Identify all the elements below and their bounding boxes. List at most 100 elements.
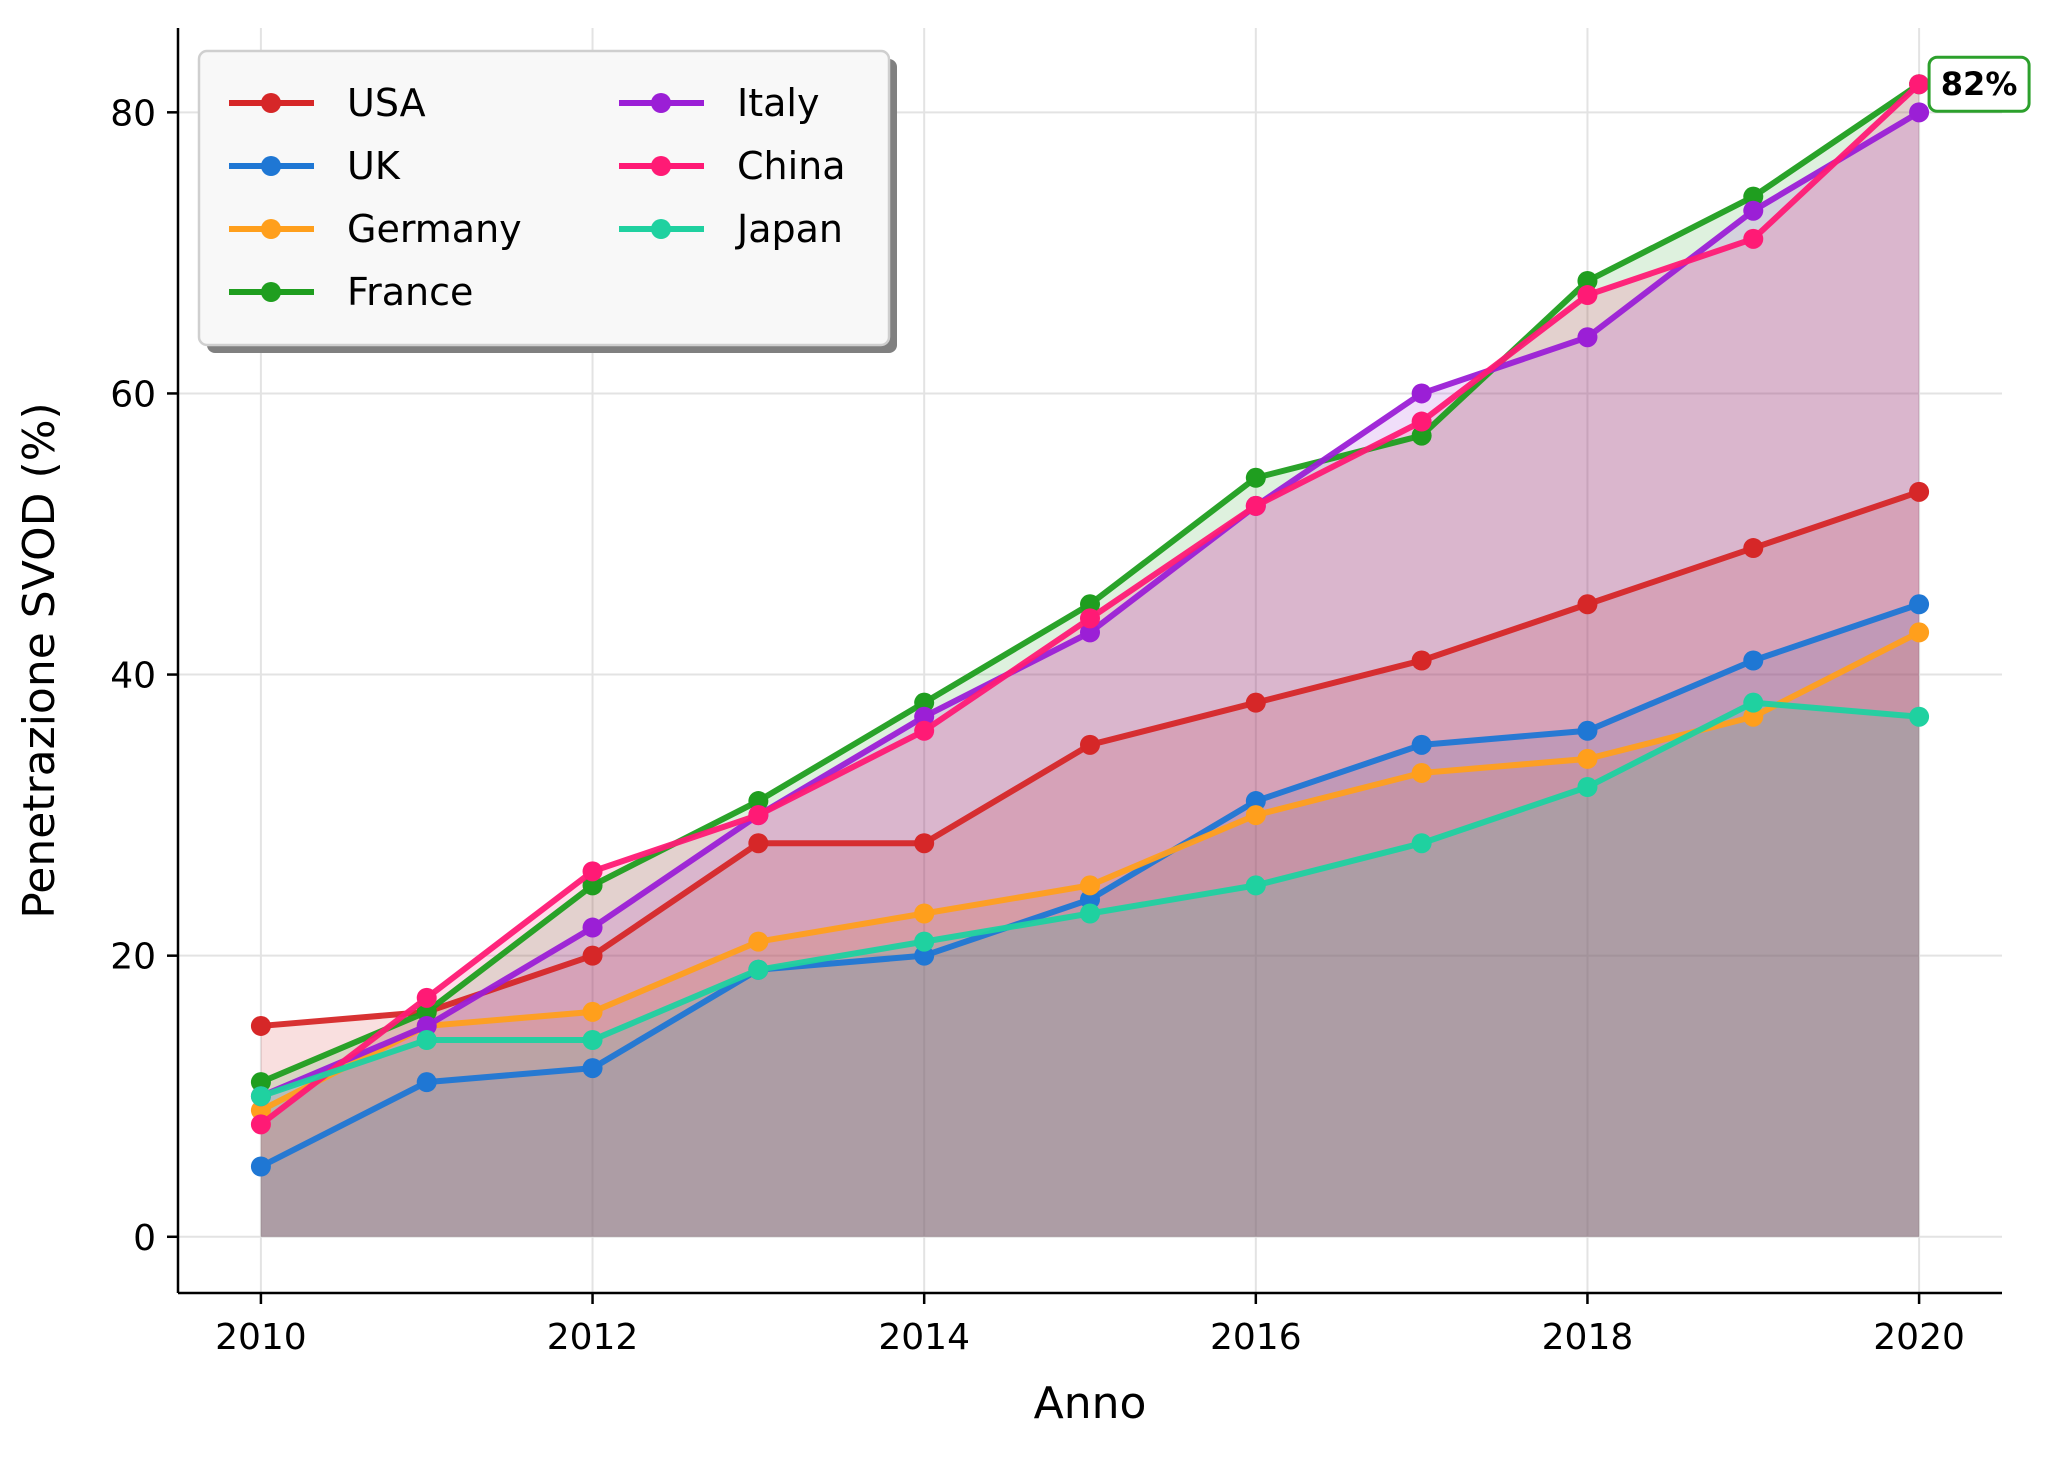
area-fill-japan xyxy=(260,702,1920,1237)
data-point-usa xyxy=(914,833,935,854)
series-lines xyxy=(250,74,1930,1177)
data-point-japan xyxy=(1743,692,1764,713)
legend-label-usa: USA xyxy=(347,81,426,125)
area-fill-germany xyxy=(260,632,1920,1237)
data-point-uk xyxy=(582,1058,603,1079)
data-point-italy xyxy=(416,1015,437,1036)
data-point-germany xyxy=(1245,805,1266,826)
legend-box xyxy=(197,49,891,347)
y-tick-label: 60 xyxy=(110,374,156,415)
data-point-france xyxy=(748,791,769,812)
data-point-germany xyxy=(914,903,935,924)
data-point-italy xyxy=(582,917,603,938)
data-point-japan xyxy=(1411,833,1432,854)
data-point-france xyxy=(1743,186,1764,207)
legend-label-france: France xyxy=(347,270,473,314)
data-point-uk xyxy=(1080,889,1100,910)
y-tick-label: 20 xyxy=(110,937,156,978)
data-point-japan xyxy=(416,1030,437,1050)
legend-marker-uk xyxy=(261,156,281,176)
data-point-usa xyxy=(250,1015,271,1036)
x-tick-label: 2020 xyxy=(1873,1317,1965,1358)
data-point-france xyxy=(1080,594,1100,615)
data-point-france xyxy=(416,1001,437,1022)
axes xyxy=(176,28,2002,1295)
data-point-uk xyxy=(1909,594,1930,615)
data-point-france xyxy=(1245,467,1266,488)
x-tick-label: 2018 xyxy=(1542,1317,1634,1358)
data-point-japan xyxy=(748,959,769,980)
annotation-label: 82% xyxy=(1941,65,2018,103)
data-point-japan xyxy=(1577,777,1598,797)
legend-marker-france xyxy=(261,282,281,302)
data-point-japan xyxy=(1245,875,1266,896)
data-point-japan xyxy=(914,931,935,952)
data-point-china xyxy=(1909,74,1930,95)
data-point-japan xyxy=(1080,903,1100,924)
data-point-usa xyxy=(1577,594,1598,615)
data-point-usa xyxy=(1743,538,1764,559)
data-point-china xyxy=(914,720,935,741)
legend-marker-japan xyxy=(651,219,671,239)
legend: USA UK Germany France Italy China Japan xyxy=(197,49,897,353)
data-point-usa xyxy=(1080,734,1100,755)
x-tick-label: 2016 xyxy=(1210,1317,1302,1358)
data-point-china xyxy=(1743,228,1764,249)
data-point-uk xyxy=(1577,720,1598,741)
data-point-china xyxy=(748,805,769,826)
annotation: 82% xyxy=(1927,55,2031,113)
data-point-china xyxy=(1245,495,1266,516)
data-point-uk xyxy=(1411,734,1432,755)
legend-marker-usa xyxy=(261,93,281,113)
x-tick-label: 2014 xyxy=(878,1317,970,1358)
data-point-germany xyxy=(1080,875,1100,896)
data-point-usa xyxy=(1411,650,1432,671)
data-point-china xyxy=(1577,285,1598,306)
data-point-china xyxy=(582,861,603,882)
data-point-germany xyxy=(1909,622,1930,643)
area-fill-france xyxy=(260,84,1920,1237)
data-point-uk xyxy=(250,1156,271,1177)
data-point-germany xyxy=(1577,748,1598,769)
legend-label-uk: UK xyxy=(347,144,401,188)
legend-marker-germany xyxy=(261,219,281,239)
data-point-usa xyxy=(748,833,769,854)
data-point-italy xyxy=(1743,200,1764,221)
data-point-germany xyxy=(748,931,769,952)
data-point-france xyxy=(582,875,603,896)
data-point-uk xyxy=(1245,791,1266,812)
data-point-japan xyxy=(1909,706,1930,727)
x-tick-label: 2010 xyxy=(215,1317,307,1358)
legend-label-china: China xyxy=(737,144,846,188)
y-tick-label: 0 xyxy=(133,1218,156,1259)
data-point-china xyxy=(1080,608,1100,629)
annotation-box xyxy=(1927,55,2031,113)
tick-labels: 2010 2012 2014 2016 2018 2020 0 20 40 60 80 xyxy=(110,93,1965,1358)
legend-label-italy: Italy xyxy=(737,81,819,125)
data-point-usa xyxy=(1909,481,1930,502)
data-point-italy xyxy=(1411,383,1432,404)
legend-label-japan: Japan xyxy=(735,207,843,251)
data-point-usa xyxy=(1245,692,1266,713)
data-point-china xyxy=(416,987,437,1008)
area-fill-usa xyxy=(260,491,1920,1237)
legend-marker-italy xyxy=(651,93,671,113)
data-point-uk xyxy=(1743,650,1764,671)
y-axis-title: Penetrazione SVOD (%) xyxy=(14,402,65,918)
data-point-france xyxy=(250,1072,271,1093)
data-point-germany xyxy=(1411,762,1432,783)
area-fill-china xyxy=(260,84,1920,1237)
data-point-germany xyxy=(582,1001,603,1022)
data-point-japan xyxy=(582,1030,603,1050)
legend-marker-china xyxy=(651,156,671,176)
data-point-germany xyxy=(1743,706,1764,727)
y-tick-label: 40 xyxy=(110,656,156,697)
x-tick-label: 2012 xyxy=(547,1317,639,1358)
area-fill-italy xyxy=(260,112,1920,1237)
data-point-france xyxy=(1411,425,1432,446)
data-point-france xyxy=(1577,271,1598,291)
data-point-usa xyxy=(582,945,603,966)
data-point-italy xyxy=(1909,102,1930,123)
x-axis-title: Anno xyxy=(1034,1378,1147,1429)
